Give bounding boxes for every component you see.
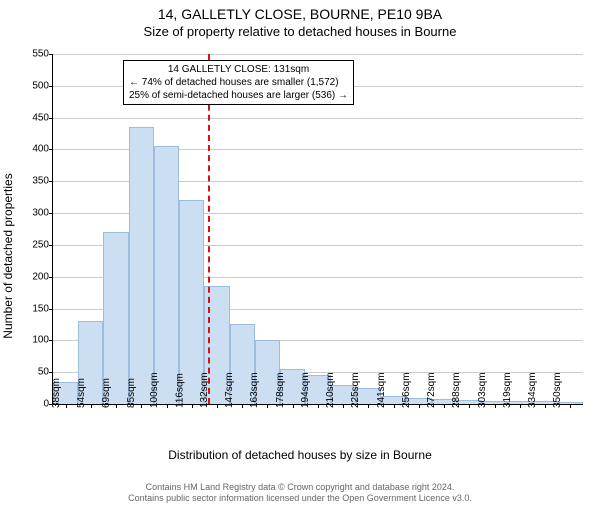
bar (154, 146, 179, 404)
xtick-mark (293, 404, 294, 408)
xtick-mark (545, 404, 546, 408)
chart-title-sub: Size of property relative to detached ho… (0, 24, 600, 39)
xtick-label: 147sqm (224, 372, 235, 408)
xtick-label: 241sqm (376, 372, 387, 408)
annotation-box: 14 GALLETLY CLOSE: 131sqm ← 74% of detac… (123, 60, 354, 105)
bar-slot: 38sqm (53, 54, 78, 404)
bar-slot: 54sqm (78, 54, 103, 404)
xtick-mark (267, 404, 268, 408)
ytick-label: 250 (32, 239, 53, 250)
xtick-mark (444, 404, 445, 408)
xtick-mark (419, 404, 420, 408)
xtick-mark (570, 404, 571, 408)
xtick-mark (368, 404, 369, 408)
bar-slot: 194sqm (305, 54, 330, 404)
xtick-label: 256sqm (401, 372, 412, 408)
annotation-line2: ← 74% of detached houses are smaller (1,… (129, 76, 348, 89)
footer-line1: Contains HM Land Registry data © Crown c… (0, 482, 600, 493)
xtick-label: 272sqm (426, 372, 437, 408)
ytick-label: 200 (32, 271, 53, 282)
x-axis-label: Distribution of detached houses by size … (0, 448, 600, 462)
xtick-mark (469, 404, 470, 408)
ytick-label: 100 (32, 335, 53, 346)
ytick-label: 150 (32, 303, 53, 314)
xtick-label: 163sqm (250, 372, 261, 408)
xtick-label: 303sqm (477, 372, 488, 408)
bar-slot: 319sqm (507, 54, 532, 404)
xtick-label: 319sqm (502, 372, 513, 408)
xtick-label: 350sqm (553, 372, 564, 408)
xtick-label: 288sqm (452, 372, 463, 408)
bar-slot: 147sqm (230, 54, 255, 404)
annotation-line3: 25% of semi-detached houses are larger (… (129, 89, 348, 102)
ytick-label: 500 (32, 80, 53, 91)
footer: Contains HM Land Registry data © Crown c… (0, 482, 600, 504)
chart-title-main: 14, GALLETLY CLOSE, BOURNE, PE10 9BA (0, 6, 600, 22)
bar-slot: 350sqm (558, 54, 583, 404)
xtick-mark (343, 404, 344, 408)
xtick-label: 334sqm (527, 372, 538, 408)
bar-slot: 178sqm (280, 54, 305, 404)
bar-slot: 288sqm (457, 54, 482, 404)
xtick-label: 210sqm (325, 372, 336, 408)
chart-container: Number of detached properties 14 GALLETL… (0, 46, 600, 466)
xtick-mark (116, 404, 117, 408)
ytick-label: 450 (32, 112, 53, 123)
ytick-label: 400 (32, 144, 53, 155)
bar-slot: 303sqm (482, 54, 507, 404)
xtick-mark (167, 404, 168, 408)
bar-slot: 85sqm (129, 54, 154, 404)
reference-line (208, 54, 210, 404)
xtick-label: 194sqm (300, 372, 311, 408)
xtick-label: 116sqm (174, 373, 185, 408)
xtick-mark (91, 404, 92, 408)
xtick-mark (217, 404, 218, 408)
bar-slot: 100sqm (154, 54, 179, 404)
bar-slot: 334sqm (532, 54, 557, 404)
bar-slot: 225sqm (356, 54, 381, 404)
bar-slot: 116sqm (179, 54, 204, 404)
bar-slot: 241sqm (381, 54, 406, 404)
xtick-label: 225sqm (351, 372, 362, 408)
xtick-label: 69sqm (101, 378, 112, 408)
bar-slot: 163sqm (255, 54, 280, 404)
ytick-label: 50 (38, 367, 53, 378)
xtick-mark (192, 404, 193, 408)
xtick-label: 100sqm (149, 372, 160, 408)
ytick-label: 300 (32, 208, 53, 219)
xtick-mark (141, 404, 142, 408)
y-axis-label: Number of detached properties (1, 173, 15, 338)
xtick-mark (495, 404, 496, 408)
xtick-label: 54sqm (76, 378, 87, 408)
xtick-mark (394, 404, 395, 408)
bar (129, 127, 154, 404)
xtick-mark (520, 404, 521, 408)
xtick-mark (242, 404, 243, 408)
bar-slot: 69sqm (103, 54, 128, 404)
plot-area: 14 GALLETLY CLOSE: 131sqm ← 74% of detac… (52, 54, 583, 405)
bar-slot: 210sqm (331, 54, 356, 404)
bars-container: 38sqm54sqm69sqm85sqm100sqm116sqm132sqm14… (53, 54, 583, 404)
xtick-label: 85sqm (126, 378, 137, 408)
xtick-mark (318, 404, 319, 408)
footer-line2: Contains public sector information licen… (0, 493, 600, 504)
xtick-label: 38sqm (51, 378, 62, 408)
ytick-label: 550 (32, 49, 53, 60)
xtick-label: 178sqm (275, 372, 286, 408)
bar-slot: 256sqm (406, 54, 431, 404)
annotation-line1: 14 GALLETLY CLOSE: 131sqm (129, 63, 348, 76)
ytick-label: 350 (32, 176, 53, 187)
xtick-mark (66, 404, 67, 408)
bar-slot: 272sqm (432, 54, 457, 404)
